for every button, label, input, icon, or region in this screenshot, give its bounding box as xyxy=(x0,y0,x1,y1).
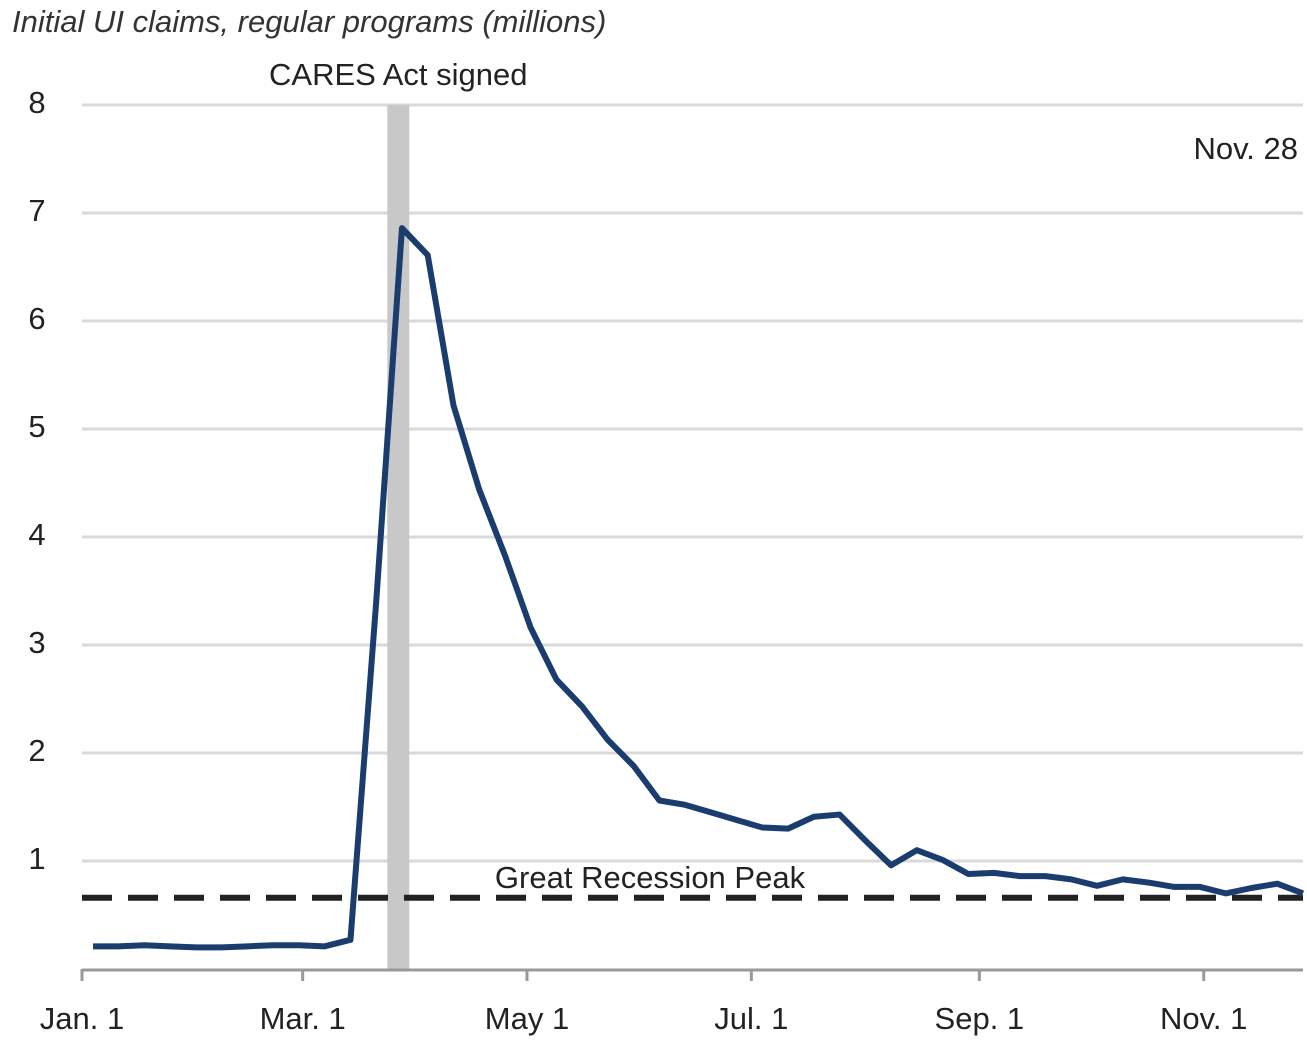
data-line xyxy=(93,225,1305,951)
reference-label: Great Recession Peak xyxy=(495,860,806,895)
x-tick-label: Mar. 1 xyxy=(260,1001,346,1036)
annotation: Nov. 28 xyxy=(1193,131,1298,166)
x-tick-label: Jan. 1 xyxy=(40,1001,124,1036)
y-tick-label: 2 xyxy=(28,733,45,768)
y-tick-label: 6 xyxy=(28,301,45,336)
chart-title: Initial UI claims, regular programs (mil… xyxy=(12,4,606,39)
y-tick-label: 7 xyxy=(28,193,45,228)
y-tick-label: 4 xyxy=(28,517,45,552)
y-tick-label: 8 xyxy=(28,85,45,120)
y-tick-label: 5 xyxy=(28,409,45,444)
x-tick-label: May 1 xyxy=(485,1001,569,1036)
x-tick-label: Jul. 1 xyxy=(714,1001,788,1036)
x-tick-label: Nov. 1 xyxy=(1160,1001,1247,1036)
y-tick-label: 1 xyxy=(28,841,45,876)
event-label: CARES Act signed xyxy=(269,57,527,92)
x-tick-label: Sep. 1 xyxy=(935,1001,1025,1036)
y-tick-label: 3 xyxy=(28,625,45,660)
